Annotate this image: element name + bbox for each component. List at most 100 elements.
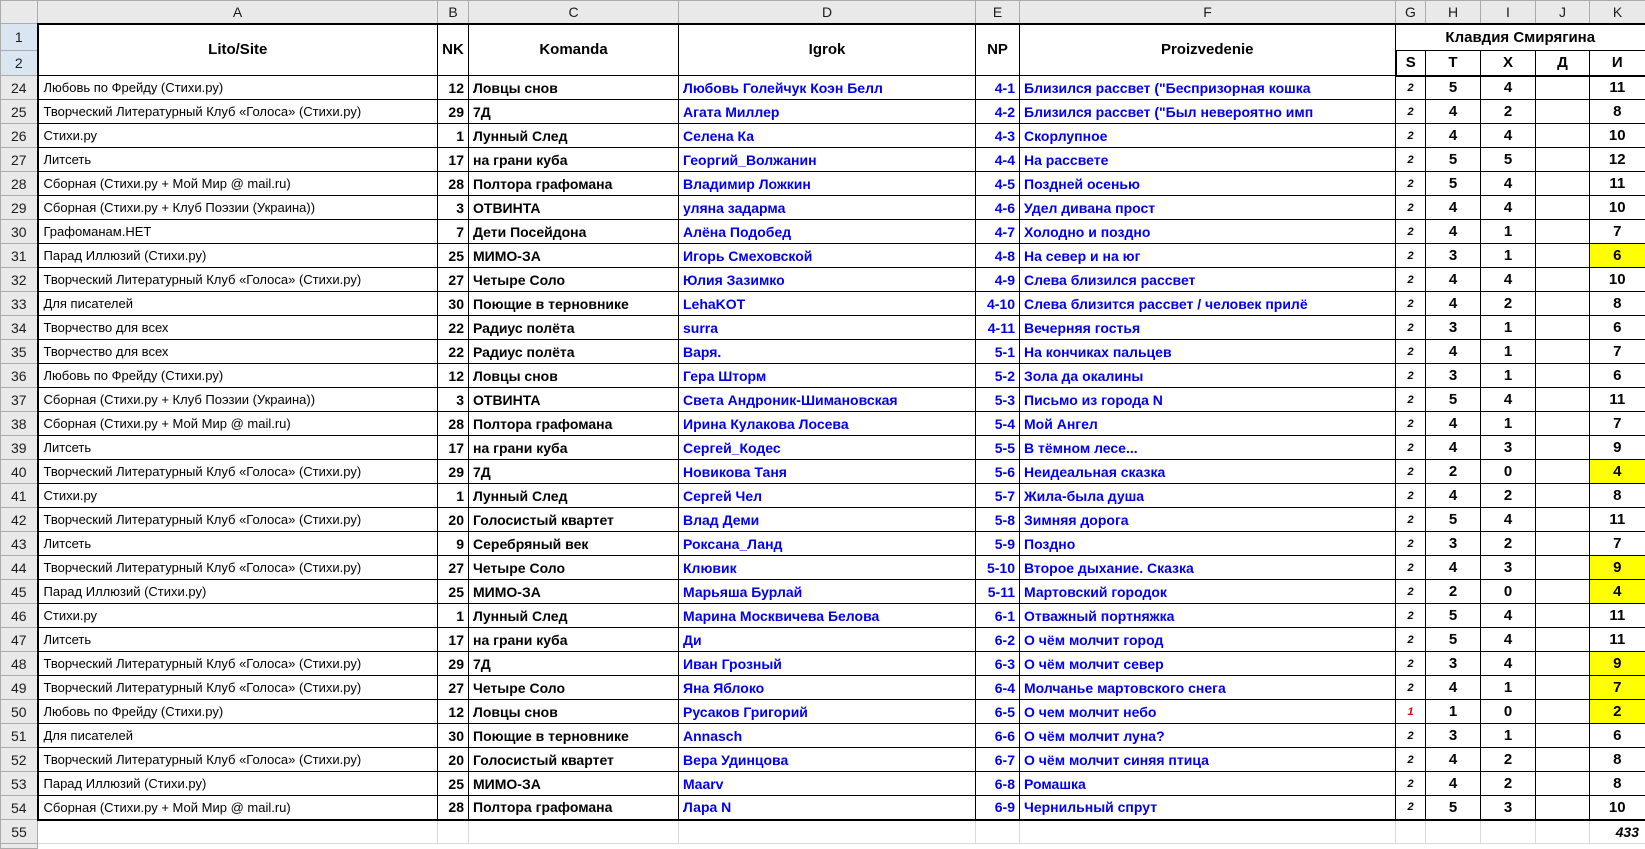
row-header-51[interactable]: 51 xyxy=(1,724,38,748)
cell-np-row-46[interactable]: 6-1 xyxy=(976,604,1020,628)
cell-x-row-42[interactable]: 4 xyxy=(1481,508,1536,532)
cell-proizvedenie-row-54[interactable]: Чернильный спрут xyxy=(1020,796,1396,820)
header-judge-col-x[interactable]: X xyxy=(1481,51,1536,76)
cell-t-row-53[interactable]: 4 xyxy=(1426,772,1481,796)
cell-t-row-29[interactable]: 4 xyxy=(1426,196,1481,220)
cell-lito-row-38[interactable]: Сборная (Стихи.ру + Мой Мир @ mail.ru) xyxy=(38,412,438,436)
cell-s-row-32[interactable]: 2 xyxy=(1396,268,1426,292)
cell-lito-row-28[interactable]: Сборная (Стихи.ру + Мой Мир @ mail.ru) xyxy=(38,172,438,196)
cell-t-row-52[interactable]: 4 xyxy=(1426,748,1481,772)
row-header-1[interactable]: 1 xyxy=(1,24,38,51)
cell-t-row-35[interactable]: 4 xyxy=(1426,340,1481,364)
cell-t-row-25[interactable]: 4 xyxy=(1426,100,1481,124)
cell-komanda-row-31[interactable]: МИМО-ЗА xyxy=(469,244,679,268)
cell-d-row-43[interactable] xyxy=(1536,532,1590,556)
cell-t-row-54[interactable]: 5 xyxy=(1426,796,1481,820)
cell-x-row-29[interactable]: 4 xyxy=(1481,196,1536,220)
cell-d-row-27[interactable] xyxy=(1536,148,1590,172)
cell-lito-row-42[interactable]: Творческий Литературный Клуб «Голоса» (С… xyxy=(38,508,438,532)
cell-x-row-39[interactable]: 3 xyxy=(1481,436,1536,460)
cell-i-row-36[interactable]: 6 xyxy=(1590,364,1645,388)
cell-x-row-27[interactable]: 5 xyxy=(1481,148,1536,172)
cell-d-row-54[interactable] xyxy=(1536,796,1590,820)
cell-nk-row-26[interactable]: 1 xyxy=(438,124,469,148)
cell-nk-row-45[interactable]: 25 xyxy=(438,580,469,604)
cell-lito-row-49[interactable]: Творческий Литературный Клуб «Голоса» (С… xyxy=(38,676,438,700)
row-header-53[interactable]: 53 xyxy=(1,772,38,796)
cell-proizvedenie-row-37[interactable]: Письмо из города N xyxy=(1020,388,1396,412)
cell-nk-row-35[interactable]: 22 xyxy=(438,340,469,364)
cell-t-row-55[interactable] xyxy=(1426,820,1481,844)
cell-nk-row-47[interactable]: 17 xyxy=(438,628,469,652)
cell-s-row-25[interactable]: 2 xyxy=(1396,100,1426,124)
header-proizvedenie[interactable]: Proizvedenie xyxy=(1020,24,1396,76)
cell-t-row-43[interactable]: 3 xyxy=(1426,532,1481,556)
cell-i-row-41[interactable]: 8 xyxy=(1590,484,1645,508)
cell-s-row-40[interactable]: 2 xyxy=(1396,460,1426,484)
cell-komanda-row-28[interactable]: Полтора графомана xyxy=(469,172,679,196)
row-header-42[interactable]: 42 xyxy=(1,508,38,532)
cell-d-row-47[interactable] xyxy=(1536,628,1590,652)
cell-proizvedenie-row-38[interactable]: Мой Ангел xyxy=(1020,412,1396,436)
cell-i-row-38[interactable]: 7 xyxy=(1590,412,1645,436)
cell-komanda-row-40[interactable]: 7Д xyxy=(469,460,679,484)
cell-np-row-44[interactable]: 5-10 xyxy=(976,556,1020,580)
cell-i-row-44[interactable]: 9 xyxy=(1590,556,1645,580)
cell-komanda-row-55[interactable] xyxy=(469,820,679,844)
row-header-41[interactable]: 41 xyxy=(1,484,38,508)
cell-nk-row-55[interactable] xyxy=(438,820,469,844)
cell-lito-row-35[interactable]: Творчество для всех xyxy=(38,340,438,364)
cell-np-row-35[interactable]: 5-1 xyxy=(976,340,1020,364)
cell-i-row-29[interactable]: 10 xyxy=(1590,196,1645,220)
cell-komanda-row-51[interactable]: Поющие в терновнике xyxy=(469,724,679,748)
cell-nk-row-24[interactable]: 12 xyxy=(438,76,469,100)
cell-s-row-39[interactable]: 2 xyxy=(1396,436,1426,460)
cell-grand-total[interactable]: 433 xyxy=(1590,820,1645,844)
cell-t-row-45[interactable]: 2 xyxy=(1426,580,1481,604)
cell-t-row-28[interactable]: 5 xyxy=(1426,172,1481,196)
cell-i-row-50[interactable]: 2 xyxy=(1590,700,1645,724)
cell-igrok-row-27[interactable]: Георгий_Волжанин xyxy=(679,148,976,172)
cell-np-row-38[interactable]: 5-4 xyxy=(976,412,1020,436)
cell-np-row-31[interactable]: 4-8 xyxy=(976,244,1020,268)
cell-x-row-32[interactable]: 4 xyxy=(1481,268,1536,292)
cell-i-row-28[interactable]: 11 xyxy=(1590,172,1645,196)
cell-np-row-32[interactable]: 4-9 xyxy=(976,268,1020,292)
header-judge-name[interactable]: Клавдия Смирягина xyxy=(1396,24,1645,51)
cell-igrok-row-31[interactable]: Игорь Смеховской xyxy=(679,244,976,268)
cell-proizvedenie-row-53[interactable]: Ромашка xyxy=(1020,772,1396,796)
cell-proizvedenie-row-41[interactable]: Жила-была душа xyxy=(1020,484,1396,508)
cell-i-row-30[interactable]: 7 xyxy=(1590,220,1645,244)
cell-np-row-26[interactable]: 4-3 xyxy=(976,124,1020,148)
cell-lito-row-39[interactable]: Литсеть xyxy=(38,436,438,460)
row-header-25[interactable]: 25 xyxy=(1,100,38,124)
cell-t-row-36[interactable]: 3 xyxy=(1426,364,1481,388)
cell-igrok-row-34[interactable]: surra xyxy=(679,316,976,340)
cell-d-row-26[interactable] xyxy=(1536,124,1590,148)
cell-i-row-25[interactable]: 8 xyxy=(1590,100,1645,124)
cell-komanda-row-49[interactable]: Четыре Соло xyxy=(469,676,679,700)
cell-igrok-row-52[interactable]: Вера Удинцова xyxy=(679,748,976,772)
cell-np-row-41[interactable]: 5-7 xyxy=(976,484,1020,508)
cell-komanda-row-35[interactable]: Радиус полёта xyxy=(469,340,679,364)
header-judge-col-t[interactable]: T xyxy=(1426,51,1481,76)
cell-t-row-42[interactable]: 5 xyxy=(1426,508,1481,532)
cell-s-row-26[interactable]: 2 xyxy=(1396,124,1426,148)
cell-d-row-35[interactable] xyxy=(1536,340,1590,364)
cell-t-row-32[interactable]: 4 xyxy=(1426,268,1481,292)
cell-d-row-36[interactable] xyxy=(1536,364,1590,388)
cell-komanda-row-54[interactable]: Полтора графомана xyxy=(469,796,679,820)
cell-komanda-row-37[interactable]: ОТВИНТА xyxy=(469,388,679,412)
cell-t-row-50[interactable]: 1 xyxy=(1426,700,1481,724)
cell-nk-row-33[interactable]: 30 xyxy=(438,292,469,316)
cell-np-row-45[interactable]: 5-11 xyxy=(976,580,1020,604)
cell-igrok-row-51[interactable]: Annasch xyxy=(679,724,976,748)
cell-lito-row-24[interactable]: Любовь по Фрейду (Стихи.ру) xyxy=(38,76,438,100)
cell-lito-row-50[interactable]: Любовь по Фрейду (Стихи.ру) xyxy=(38,700,438,724)
header-komanda[interactable]: Komanda xyxy=(469,24,679,76)
cell-proizvedenie-row-31[interactable]: На север и на юг xyxy=(1020,244,1396,268)
row-header-36[interactable]: 36 xyxy=(1,364,38,388)
cell-igrok-row-43[interactable]: Роксана_Ланд xyxy=(679,532,976,556)
cell-komanda-row-41[interactable]: Лунный След xyxy=(469,484,679,508)
cell-s-row-34[interactable]: 2 xyxy=(1396,316,1426,340)
